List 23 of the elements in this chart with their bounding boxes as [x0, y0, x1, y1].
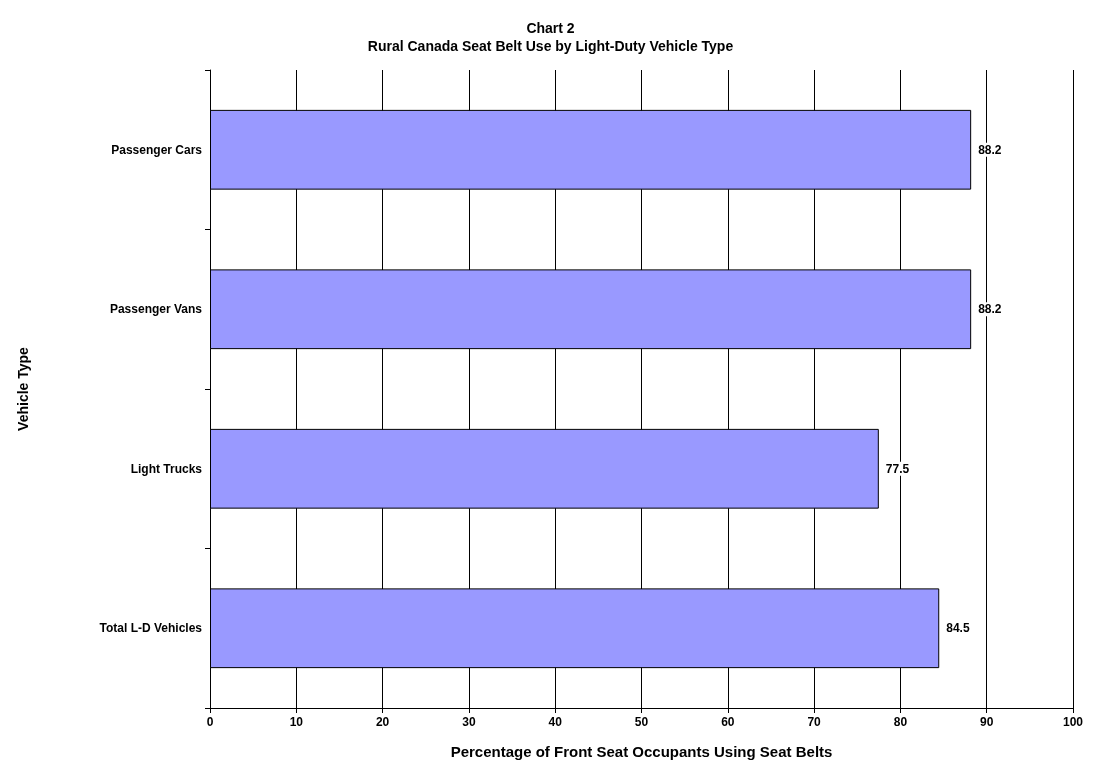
y-tick-label: Total L-D Vehicles [99, 621, 203, 636]
x-tick-label: 10 [289, 715, 304, 729]
x-tick-label: 90 [980, 715, 994, 729]
x-tick-label: 50 [634, 715, 649, 729]
y-tick-label: Passenger Cars [111, 142, 203, 157]
data-label: 88.2 [978, 302, 1002, 317]
x-tick-label: 30 [462, 715, 476, 729]
chart-subtitle: Rural Canada Seat Belt Use by Light-Duty Vehicle Type [367, 38, 734, 54]
x-tick-label: 100 [1062, 715, 1084, 729]
x-tick-label: 40 [548, 715, 563, 729]
data-label: 77.5 [885, 461, 910, 476]
data-label: 84.5 [946, 621, 970, 636]
x-tick-label: 0 [206, 715, 214, 729]
y-tick-label: Passenger Vans [109, 302, 203, 317]
x-tick-label: 70 [807, 715, 822, 729]
data-label: 88.2 [978, 142, 1002, 157]
x-axis-title: Percentage of Front Seat Occupants Using Seat Belts [450, 743, 833, 760]
y-axis-title: Vehicle Type [15, 346, 31, 431]
y-tick-label: Light Trucks [130, 461, 203, 476]
chart-title: Chart 2 [526, 20, 575, 36]
x-tick-label: 80 [893, 715, 908, 729]
x-tick-label: 20 [375, 715, 390, 729]
x-tick-label: 60 [721, 715, 735, 729]
